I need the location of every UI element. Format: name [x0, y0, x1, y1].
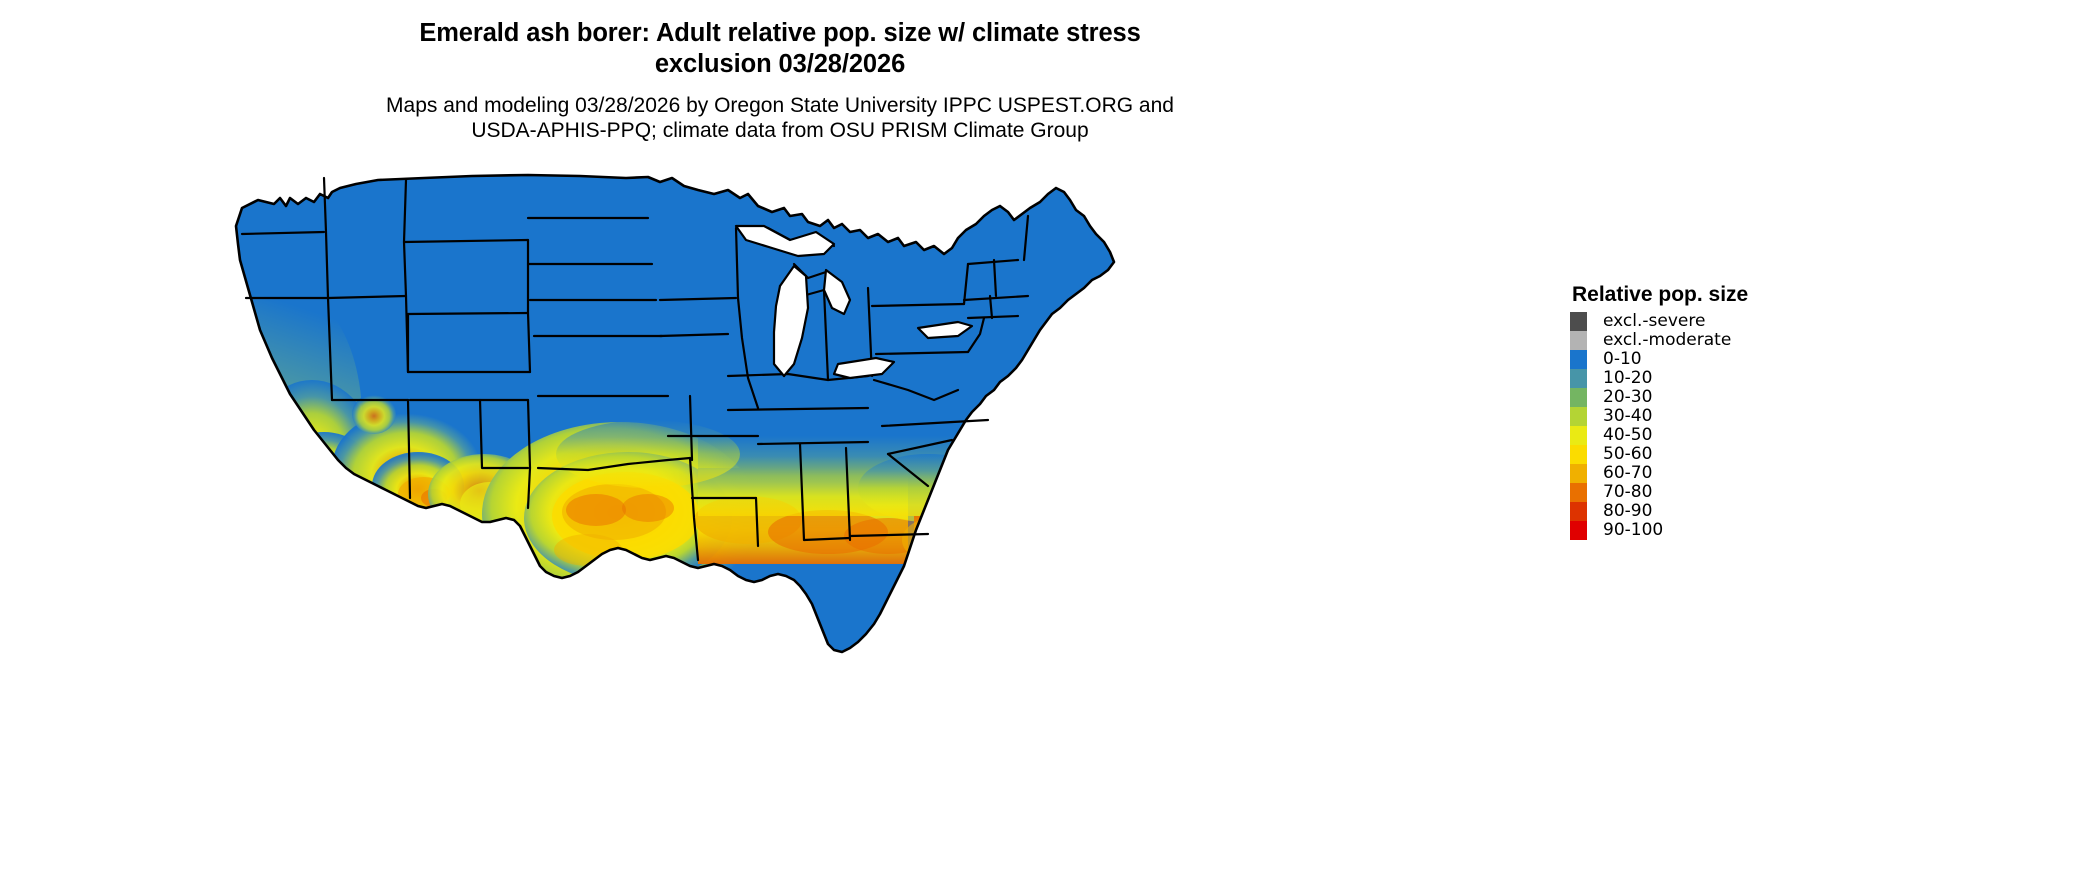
legend-item-label: excl.-severe [1603, 311, 1706, 331]
legend-item-label: 40-50 [1603, 425, 1653, 445]
great-lakes [734, 224, 974, 380]
lake-superior [734, 224, 836, 258]
lake-ontario [916, 320, 974, 340]
title-block: Emerald ash borer: Adult relative pop. s… [0, 18, 1560, 143]
legend-swatch-icon [1570, 350, 1587, 369]
legend-item[interactable]: 70-80 [1570, 483, 1900, 502]
region-southern-plains [556, 420, 740, 488]
legend-item-label: 30-40 [1603, 406, 1653, 426]
map-container [228, 168, 1158, 658]
legend-item-label: excl.-moderate [1603, 330, 1732, 350]
legend-swatch-icon [1570, 502, 1587, 521]
legend-item[interactable]: 20-30 [1570, 388, 1900, 407]
legend-swatch-icon [1570, 521, 1587, 540]
legend-swatch-icon [1570, 445, 1587, 464]
legend-item[interactable]: 60-70 [1570, 464, 1900, 483]
legend-title: Relative pop. size [1572, 283, 1749, 306]
legend-swatch-icon [1570, 407, 1587, 426]
legend-item-label: 20-30 [1603, 387, 1653, 407]
legend-item[interactable]: 30-40 [1570, 407, 1900, 426]
legend-item[interactable]: 90-100 [1570, 521, 1900, 540]
legend-swatch-icon [1570, 464, 1587, 483]
legend-item[interactable]: 0-10 [1570, 350, 1900, 369]
legend-swatch-icon [1570, 483, 1587, 502]
legend-item[interactable]: 40-50 [1570, 426, 1900, 445]
conus-map [228, 168, 1158, 658]
legend-swatch-icon [1570, 426, 1587, 445]
page-subtitle: Maps and modeling 03/28/2026 by Oregon S… [386, 94, 1174, 142]
legend-item-label: 50-60 [1603, 444, 1653, 464]
map-base-layer [228, 168, 1158, 658]
legend-item[interactable]: 50-60 [1570, 445, 1900, 464]
legend-item-label: 60-70 [1603, 463, 1653, 483]
legend-swatch-icon [1570, 369, 1587, 388]
legend-item[interactable]: 10-20 [1570, 369, 1900, 388]
legend-item-label: 70-80 [1603, 482, 1653, 502]
legend-item-label: 90-100 [1603, 520, 1664, 540]
legend-item[interactable]: excl.-severe [1570, 312, 1900, 331]
legend-rows: excl.-severe excl.-moderate 0-10 10-20 2… [1570, 312, 1900, 540]
lake-michigan [772, 264, 810, 378]
legend-swatch-icon [1570, 312, 1587, 331]
legend: Relative pop. size excl.-severe excl.-mo… [1570, 283, 1900, 540]
lake-erie [832, 356, 896, 380]
legend-item[interactable]: excl.-moderate [1570, 331, 1900, 350]
page-title: Emerald ash borer: Adult relative pop. s… [419, 19, 1141, 78]
legend-item-label: 10-20 [1603, 368, 1653, 388]
legend-swatch-icon [1570, 331, 1587, 350]
map-boundaries [234, 173, 1116, 654]
legend-swatch-icon [1570, 388, 1587, 407]
legend-item-label: 80-90 [1603, 501, 1653, 521]
legend-item[interactable]: 80-90 [1570, 502, 1900, 521]
legend-item-label: 0-10 [1603, 349, 1642, 369]
lake-huron [822, 268, 852, 316]
